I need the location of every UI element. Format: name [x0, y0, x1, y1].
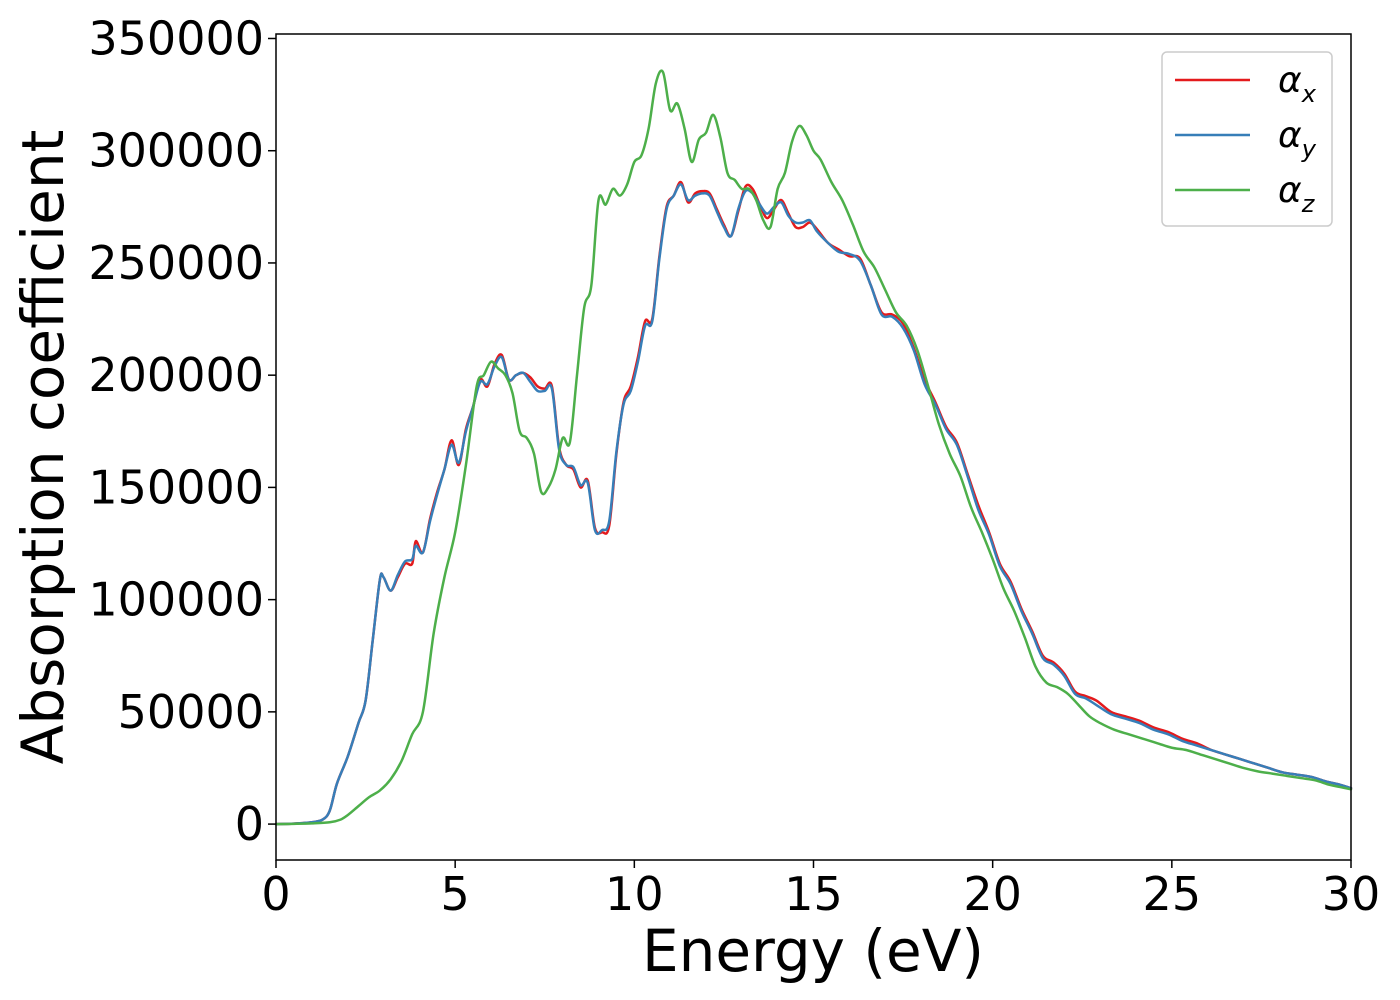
x-tick-label: 15	[784, 867, 843, 921]
x-axis: 0 5 10 15 20 25 30	[261, 860, 1380, 921]
y-tick-label: 350000	[88, 11, 264, 65]
y-axis-title: Absorption coefficient	[9, 130, 77, 765]
legend-label-symbol: α	[1278, 115, 1302, 156]
legend-label-alpha-z: αz	[1278, 170, 1316, 218]
legend-label-subscript: y	[1301, 135, 1317, 163]
legend-label-subscript: x	[1301, 80, 1317, 108]
legend-label-symbol: α	[1278, 170, 1302, 211]
x-tick-label: 5	[441, 867, 470, 921]
series-line-alpha-z	[274, 69, 1353, 826]
y-tick-label: 150000	[88, 460, 264, 514]
legend-label-symbol: α	[1278, 60, 1302, 101]
x-tick-label: 10	[605, 867, 664, 921]
y-tick-label: 50000	[118, 685, 264, 739]
series-layer	[274, 69, 1353, 826]
legend-box	[1161, 51, 1333, 227]
x-tick-label: 20	[963, 867, 1022, 921]
y-tick-label: 200000	[88, 348, 264, 402]
x-axis-title: Energy (eV)	[642, 917, 984, 985]
legend-label-alpha-y: αy	[1278, 115, 1317, 163]
legend-label-alpha-x: αx	[1278, 60, 1317, 108]
y-tick-label: 100000	[88, 573, 264, 627]
y-tick-label: 0	[235, 797, 264, 851]
y-tick-label: 300000	[88, 124, 264, 178]
y-tick-label: 250000	[88, 236, 264, 290]
legend-label-subscript: z	[1301, 190, 1316, 218]
x-tick-label: 25	[1143, 867, 1202, 921]
series-line-alpha-y	[274, 183, 1353, 826]
y-axis: 0 50000 100000 150000 200000 250000 300000 3500…	[88, 11, 276, 851]
x-tick-label: 30	[1322, 867, 1381, 921]
x-tick-label: 0	[261, 867, 290, 921]
